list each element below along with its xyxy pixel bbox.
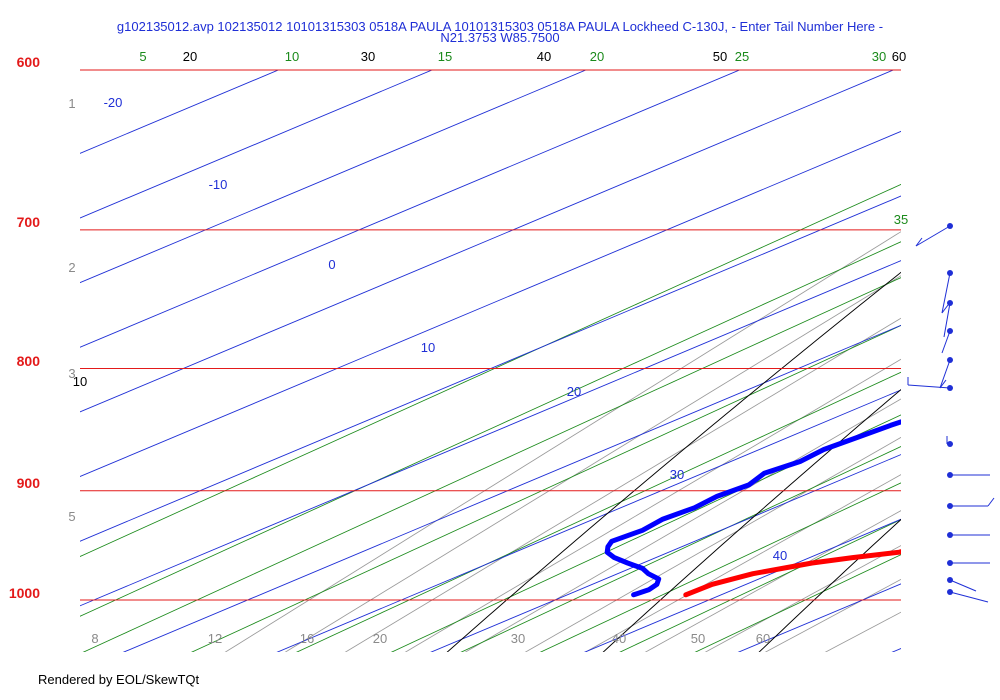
mixing-ratio-line-3 [191, 324, 901, 652]
mixing-ratio-line-7 [539, 482, 901, 652]
bottom-scale-label-5: 40 [612, 631, 626, 646]
mixing-ratio-label-4: 25 [735, 49, 749, 64]
dry-adiabat-line-1 [602, 388, 901, 652]
height-label-5: 5 [68, 509, 75, 524]
bottom-scale-label-1: 12 [208, 631, 222, 646]
pressure-label-1000: 1000 [9, 585, 40, 601]
mixing-ratio-label-3: 20 [590, 49, 604, 64]
wind-barb-staff-12 [949, 591, 989, 603]
moist-adiabat-line-7 [644, 510, 901, 652]
moist-adiabats [224, 231, 901, 652]
isotherm-label-0: -20 [104, 95, 123, 110]
mixing-ratio-line-6 [460, 446, 901, 652]
sounding-profiles [604, 419, 901, 598]
render-credit: Rendered by EOL/SkewTQt [38, 672, 200, 687]
dry-adiabats [446, 60, 1000, 655]
height-label-1: 1 [68, 96, 75, 111]
moist-adiabat-line-0 [224, 231, 901, 652]
dry-adiabat-label-2: 40 [537, 49, 551, 64]
pressure-label-600: 600 [17, 54, 41, 70]
profile-line-temperature [683, 549, 901, 598]
dry-adiabat-label-0: 20 [183, 49, 197, 64]
dry-adiabat-line-3 [912, 60, 1000, 655]
isotherm-label-5: 30 [670, 467, 684, 482]
moist-adiabat-line-1 [284, 275, 901, 652]
isotherm-line-20 [430, 454, 901, 652]
moist-adiabat-line-6 [584, 474, 901, 652]
bottom-scale-label-7: 60 [756, 631, 770, 646]
wind-barb-staff-1 [941, 272, 951, 314]
bottom-scale-label-6: 50 [691, 631, 705, 646]
moist-adiabat-line-5 [524, 436, 901, 652]
isotherm-line-30 [583, 518, 901, 652]
profile-line-dewpoint [604, 419, 901, 598]
mixing-ratio-line-8 [619, 519, 901, 652]
isotherm-line-0 [122, 324, 901, 652]
chart-title-line2: N21.3753 W85.7500 [440, 30, 559, 45]
wind-barb-flag-4 [939, 379, 947, 389]
isobars [80, 69, 901, 601]
wind-barb-staff-3 [941, 330, 951, 354]
wind-barb-staff-5 [907, 384, 951, 389]
height-label-2: 2 [68, 260, 75, 275]
isotherm-line-50 [891, 648, 901, 652]
dry-adiabat-label-5: 10 [73, 374, 87, 389]
mixing-ratio-label-0: 5 [139, 49, 146, 64]
pressure-label-900: 900 [17, 475, 41, 491]
isotherm-line-10 [276, 389, 901, 652]
isotherm-label-6: 40 [773, 548, 787, 563]
wind-barb-staff-4 [939, 359, 951, 389]
bottom-scale-label-0: 8 [91, 631, 98, 646]
isotherm-label-4: 20 [567, 384, 581, 399]
height-label-3: 3 [68, 366, 75, 381]
mixing-ratio-line-5 [390, 414, 901, 652]
dry-adiabat-label-1: 30 [361, 49, 375, 64]
wind-barb-staff-0 [915, 225, 951, 247]
moist-adiabat-line-10 [824, 611, 901, 652]
dry-adiabat-label-4: 60 [892, 49, 906, 64]
moist-adiabat-line-8 [704, 545, 901, 652]
pressure-label-700: 700 [17, 214, 41, 230]
mixing-ratio-label-5: 30 [872, 49, 886, 64]
isotherm-line-60 [935, 0, 1000, 699]
mixing-ratio-label-2: 15 [438, 49, 452, 64]
axis-labels: 600 700 800 900 1000 -20 -10 0 10 20 30 40 20 30 40 50 6… [9, 49, 908, 646]
wind-barbs [907, 223, 995, 603]
mixing-ratio-line-0 [80, 183, 901, 558]
pressure-label-800: 800 [17, 353, 41, 369]
moist-adiabat-line-3 [404, 358, 901, 652]
wind-barb-staff-11 [949, 579, 977, 592]
moist-adiabat-line-4 [464, 398, 901, 652]
isotherm-label-3: 10 [421, 340, 435, 355]
mixing-ratio-line-4 [296, 371, 901, 652]
bottom-scale-label-4: 30 [511, 631, 525, 646]
wind-barb-flag-8 [987, 497, 995, 507]
mixing-ratio-label-1: 10 [285, 49, 299, 64]
wind-barb-staff-2 [943, 302, 951, 338]
mixing-ratio-line-2 [82, 277, 901, 652]
bottom-scale-label-3: 20 [373, 631, 387, 646]
mixing-ratio-line-9 [694, 554, 901, 652]
isotherm-label-1: -10 [209, 177, 228, 192]
dry-adiabat-line-0 [446, 271, 901, 652]
mixing-ratio-label-6: 35 [894, 212, 908, 227]
chart-title-line1: g102135012.avp 102135012 10101315303 051… [117, 19, 883, 34]
bottom-scale-label-2: 16 [300, 631, 314, 646]
dry-adiabat-label-3: 50 [713, 49, 727, 64]
isotherm-label-2: 0 [328, 257, 335, 272]
mixing-ratio-line-1 [80, 241, 901, 617]
mixing-ratio-lines [80, 183, 901, 652]
wind-barb-flag-0 [915, 237, 923, 247]
wind-barb-flag-1 [941, 304, 949, 314]
isotherm-line-40 [737, 583, 901, 652]
